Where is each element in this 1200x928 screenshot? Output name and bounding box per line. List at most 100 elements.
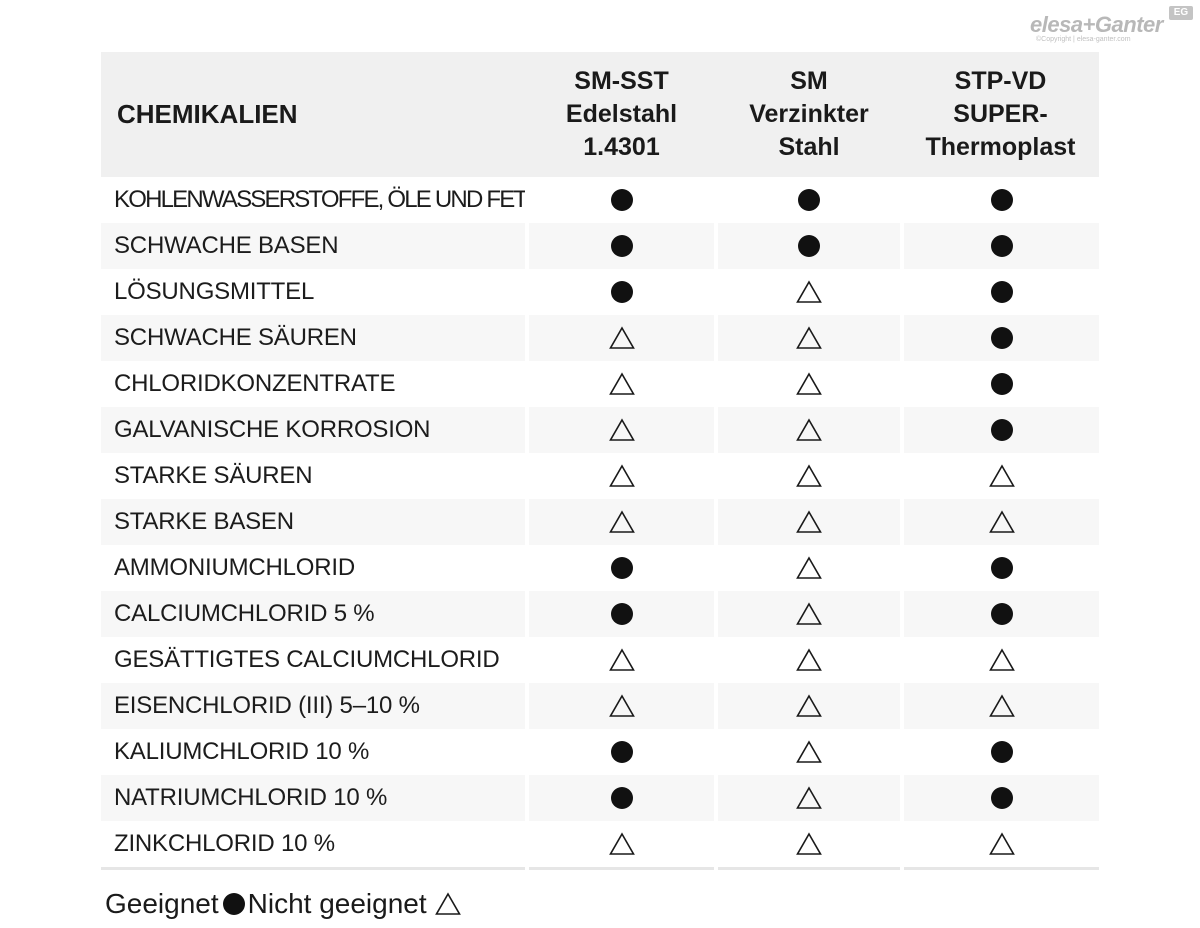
resistance-cell [525, 637, 716, 683]
resistance-cell [525, 177, 716, 223]
resistance-cell [714, 315, 902, 361]
table-row: STARKE BASEN [101, 499, 1099, 545]
chemical-name: GESÄTTIGTES CALCIUMCHLORID [101, 637, 527, 683]
chemical-name: GALVANISCHE KORROSION [101, 407, 527, 453]
chemical-name: AMMONIUMCHLORID [101, 545, 527, 591]
resistance-cell [900, 591, 1099, 637]
outlined-triangle-icon [608, 832, 635, 855]
resistance-cell [900, 361, 1099, 407]
outlined-triangle-icon [988, 510, 1015, 533]
outlined-triangle-icon [796, 326, 822, 349]
filled-circle-icon [798, 235, 820, 257]
resistance-cell [525, 499, 716, 545]
header-line: Thermoplast [925, 133, 1076, 161]
filled-circle-icon [798, 189, 820, 211]
resistance-cell [900, 315, 1099, 361]
header-line: Verzinkter [749, 100, 869, 128]
resistance-cell [525, 269, 716, 315]
header-material-stp-vd: STP-VD SUPER- Thermoplast [902, 52, 1099, 177]
resistance-cell [525, 315, 716, 361]
resistance-cell [900, 499, 1099, 545]
legend-not-suitable-label: Nicht geeignet [247, 888, 427, 919]
table-row: GALVANISCHE KORROSION [101, 407, 1099, 453]
outlined-triangle-icon [796, 556, 822, 579]
resistance-cell [525, 545, 716, 591]
filled-circle-icon [222, 893, 245, 915]
resistance-cell [900, 729, 1099, 775]
filled-circle-icon [610, 787, 633, 809]
resistance-cell [900, 177, 1099, 223]
resistance-cell [525, 775, 716, 821]
filled-circle-icon [990, 189, 1013, 211]
filled-circle-icon [990, 419, 1013, 441]
resistance-cell [714, 223, 902, 269]
resistance-cell [525, 453, 716, 499]
chemical-name: NATRIUMCHLORID 10 % [101, 775, 527, 821]
filled-circle-icon [990, 327, 1013, 349]
chemical-name: CHLORIDKONZENTRATE [101, 361, 527, 407]
resistance-cell [525, 591, 716, 637]
table-row: GESÄTTIGTES CALCIUMCHLORID [101, 637, 1099, 683]
outlined-triangle-icon [608, 418, 635, 441]
resistance-cell [900, 545, 1099, 591]
resistance-cell [900, 223, 1099, 269]
outlined-triangle-icon [608, 464, 635, 487]
resistance-cell [525, 729, 716, 775]
table-row: ZINKCHLORID 10 % [101, 821, 1099, 870]
header-line: SM [790, 67, 828, 95]
resistance-cell [714, 407, 902, 453]
resistance-cell [714, 821, 902, 870]
filled-circle-icon [610, 189, 633, 211]
outlined-triangle-icon [796, 740, 822, 763]
table-row: CHLORIDKONZENTRATE [101, 361, 1099, 407]
header-line: Stahl [778, 133, 840, 161]
resistance-cell [714, 729, 902, 775]
resistance-cell [525, 821, 716, 870]
resistance-cell [525, 407, 716, 453]
chemical-name: LÖSUNGSMITTEL [101, 269, 527, 315]
table-header-row: CHEMIKALIEN SM-SST Edelstahl 1.4301 SM V… [101, 52, 1099, 177]
table-row: CALCIUMCHLORID 5 % [101, 591, 1099, 637]
table-row: SCHWACHE SÄUREN [101, 315, 1099, 361]
resistance-cell [714, 499, 902, 545]
chemical-name: CALCIUMCHLORID 5 % [101, 591, 527, 637]
resistance-cell [525, 361, 716, 407]
filled-circle-icon [990, 603, 1013, 625]
outlined-triangle-icon [796, 372, 822, 395]
outlined-triangle-icon [796, 510, 822, 533]
filled-circle-icon [610, 603, 633, 625]
resistance-cell [714, 545, 902, 591]
resistance-cell [714, 591, 902, 637]
outlined-triangle-icon [988, 648, 1015, 671]
resistance-cell [900, 453, 1099, 499]
filled-circle-icon [990, 235, 1013, 257]
header-line: STP-VD [954, 67, 1047, 95]
resistance-cell [900, 683, 1099, 729]
table-row: KALIUMCHLORID 10 % [101, 729, 1099, 775]
table-row: SCHWACHE BASEN [101, 223, 1099, 269]
table-row: EISENCHLORID (III) 5–10 % [101, 683, 1099, 729]
filled-circle-icon [610, 235, 633, 257]
table-row: AMMONIUMCHLORID [101, 545, 1099, 591]
outlined-triangle-icon [608, 648, 635, 671]
chemical-resistance-table: CHEMIKALIEN SM-SST Edelstahl 1.4301 SM V… [101, 52, 1099, 870]
filled-circle-icon [990, 787, 1013, 809]
chemical-name: ZINKCHLORID 10 % [101, 821, 527, 870]
resistance-cell [900, 269, 1099, 315]
table-row: NATRIUMCHLORID 10 % [101, 775, 1099, 821]
filled-circle-icon [990, 281, 1013, 303]
outlined-triangle-icon [796, 786, 822, 809]
chemical-name: SCHWACHE SÄUREN [101, 315, 527, 361]
header-line: SUPER- [953, 100, 1048, 128]
resistance-cell [525, 683, 716, 729]
header-line: SM-SST [574, 67, 669, 95]
brand-logo: elesa+Ganter EG ©Copyright | elesa-gante… [1030, 6, 1195, 46]
resistance-cell [525, 223, 716, 269]
resistance-cell [900, 407, 1099, 453]
outlined-triangle-icon [988, 832, 1015, 855]
header-chemicals: CHEMIKALIEN [101, 52, 527, 177]
outlined-triangle-icon [988, 464, 1015, 487]
filled-circle-icon [610, 281, 633, 303]
logo-brand-text: elesa+Ganter [1030, 12, 1163, 37]
filled-circle-icon [990, 373, 1013, 395]
